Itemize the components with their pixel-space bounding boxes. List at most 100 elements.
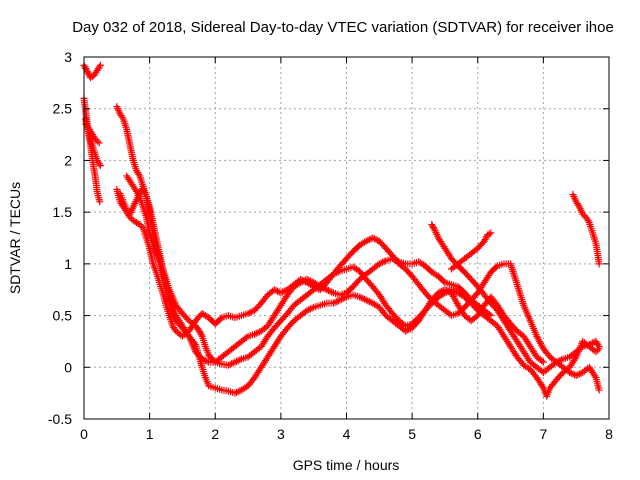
data-point [569, 370, 577, 378]
data-point [234, 388, 242, 396]
data-point [246, 309, 254, 317]
data-point [554, 357, 562, 365]
data-point [96, 61, 104, 69]
x-tick-label: 4 [343, 426, 351, 442]
x-tick-label: 2 [211, 426, 219, 442]
data-point [303, 275, 311, 283]
data-point [298, 278, 306, 286]
data-point [438, 287, 446, 295]
data-point [430, 225, 438, 233]
data-point [96, 162, 104, 170]
x-tick-label: 1 [146, 426, 154, 442]
data-point [244, 310, 252, 318]
data-point [574, 371, 582, 379]
data-point [236, 356, 244, 364]
data-layer [80, 61, 603, 400]
data-point [137, 222, 145, 230]
data-point [429, 224, 437, 232]
data-point [381, 310, 389, 318]
data-point [556, 357, 564, 365]
data-point [557, 356, 565, 364]
data-point [274, 287, 282, 295]
series-track-1 [80, 61, 104, 82]
data-point [297, 278, 305, 286]
data-point [326, 287, 334, 295]
data-point [197, 331, 205, 339]
data-point [198, 355, 206, 363]
data-point [441, 286, 449, 294]
data-point [359, 295, 367, 303]
data-point [331, 298, 339, 306]
data-point [305, 306, 313, 314]
data-point [579, 210, 587, 218]
data-point [92, 136, 100, 144]
x-tick-label: 5 [408, 426, 416, 442]
y-tick-label: 3 [64, 49, 72, 65]
data-point [393, 257, 401, 265]
data-point [594, 341, 602, 349]
data-point [333, 298, 341, 306]
data-point [324, 286, 332, 294]
data-point [405, 326, 413, 334]
data-point [328, 288, 336, 296]
data-point [370, 235, 378, 243]
data-point [251, 330, 259, 338]
data-point [577, 344, 585, 352]
data-point [591, 372, 599, 380]
data-point [320, 284, 328, 292]
data-point [233, 388, 241, 396]
data-point [289, 303, 297, 311]
data-point [379, 258, 387, 266]
data-point [365, 298, 373, 306]
data-point [566, 368, 574, 376]
data-point [242, 334, 250, 342]
data-point [95, 63, 103, 71]
data-point [306, 277, 314, 285]
data-point [252, 329, 260, 337]
tick-labels: 0 1 2 3 4 5 6 7 8 -0.5 0 0.5 1 1.5 2 2.5 3 [48, 49, 613, 442]
data-point [303, 306, 311, 314]
data-point [318, 283, 326, 291]
series-track-11 [569, 191, 603, 268]
y-tick-label: -0.5 [48, 411, 72, 427]
data-point [574, 201, 582, 209]
data-point [434, 289, 442, 297]
x-tick-label: 7 [539, 426, 547, 442]
data-point [372, 236, 380, 244]
data-point [361, 295, 369, 303]
data-point [444, 287, 452, 295]
data-point [485, 310, 493, 318]
data-point [135, 191, 143, 199]
y-axis-label: SDTVAR / TECUs [7, 182, 23, 294]
data-point [364, 297, 372, 305]
x-tick-label: 8 [605, 426, 613, 442]
data-point [375, 260, 383, 268]
data-point [200, 356, 208, 364]
data-point [118, 113, 126, 121]
y-tick-label: 2 [64, 152, 72, 168]
data-point [362, 296, 370, 304]
data-point [436, 288, 444, 296]
data-point [377, 259, 385, 267]
data-point [538, 382, 546, 390]
data-point [280, 287, 288, 295]
data-point [380, 258, 388, 266]
data-point [195, 326, 203, 334]
data-point [572, 372, 580, 380]
data-point [226, 360, 234, 368]
data-point [201, 357, 209, 365]
data-point [208, 355, 216, 363]
data-point [316, 283, 324, 291]
data-point [487, 229, 495, 237]
data-point [95, 160, 103, 168]
data-point [270, 286, 278, 294]
data-point [392, 256, 400, 264]
series-track-10 [448, 229, 495, 273]
data-point [388, 255, 396, 263]
data-point [231, 389, 239, 397]
x-axis-label: GPS time / hours [293, 457, 400, 473]
data-point [321, 285, 329, 293]
y-tick-label: 0 [64, 359, 72, 375]
data-point [595, 343, 603, 351]
data-point [184, 331, 192, 339]
